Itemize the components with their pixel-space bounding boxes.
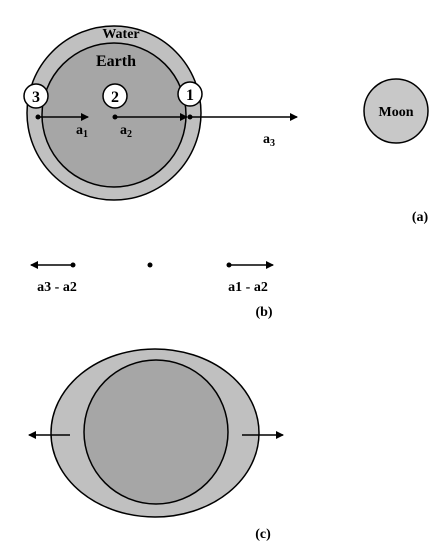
panel-a: Water Earth 3 2 1 a1 a2: [23, 25, 429, 225]
label-a1-minus-a2: a1 - a2: [228, 280, 268, 295]
panel-c-label: (c): [255, 527, 271, 542]
moon-label: Moon: [379, 105, 414, 120]
point-right-dot: [226, 262, 232, 268]
marker-1: 1: [177, 81, 203, 107]
marker-3: 3: [23, 83, 49, 109]
center-dot: [147, 262, 153, 268]
panel-c: (c): [28, 348, 284, 542]
panel-b: a3 - a2 a1 - a2 (b): [30, 261, 274, 320]
label-a3: a3: [263, 132, 275, 149]
moon: [363, 78, 429, 144]
marker-1-label: 1: [186, 87, 194, 104]
point-1-dot: [187, 114, 193, 120]
water-label: Water: [102, 27, 139, 42]
point-3-dot: [35, 114, 41, 120]
label-a1: a1: [76, 123, 88, 140]
panel-b-label: (b): [255, 305, 272, 320]
marker-2-label: 2: [111, 89, 119, 106]
label-a2: a2: [120, 123, 132, 140]
marker-2: 2: [102, 83, 128, 109]
point-2-dot: [112, 114, 118, 120]
label-a3-minus-a2: a3 - a2: [37, 280, 77, 295]
earth-body-c: [83, 359, 229, 505]
point-left-dot: [70, 262, 76, 268]
marker-3-label: 3: [32, 89, 40, 106]
earth-label: Earth: [96, 53, 136, 70]
panel-a-label: (a): [412, 210, 429, 225]
